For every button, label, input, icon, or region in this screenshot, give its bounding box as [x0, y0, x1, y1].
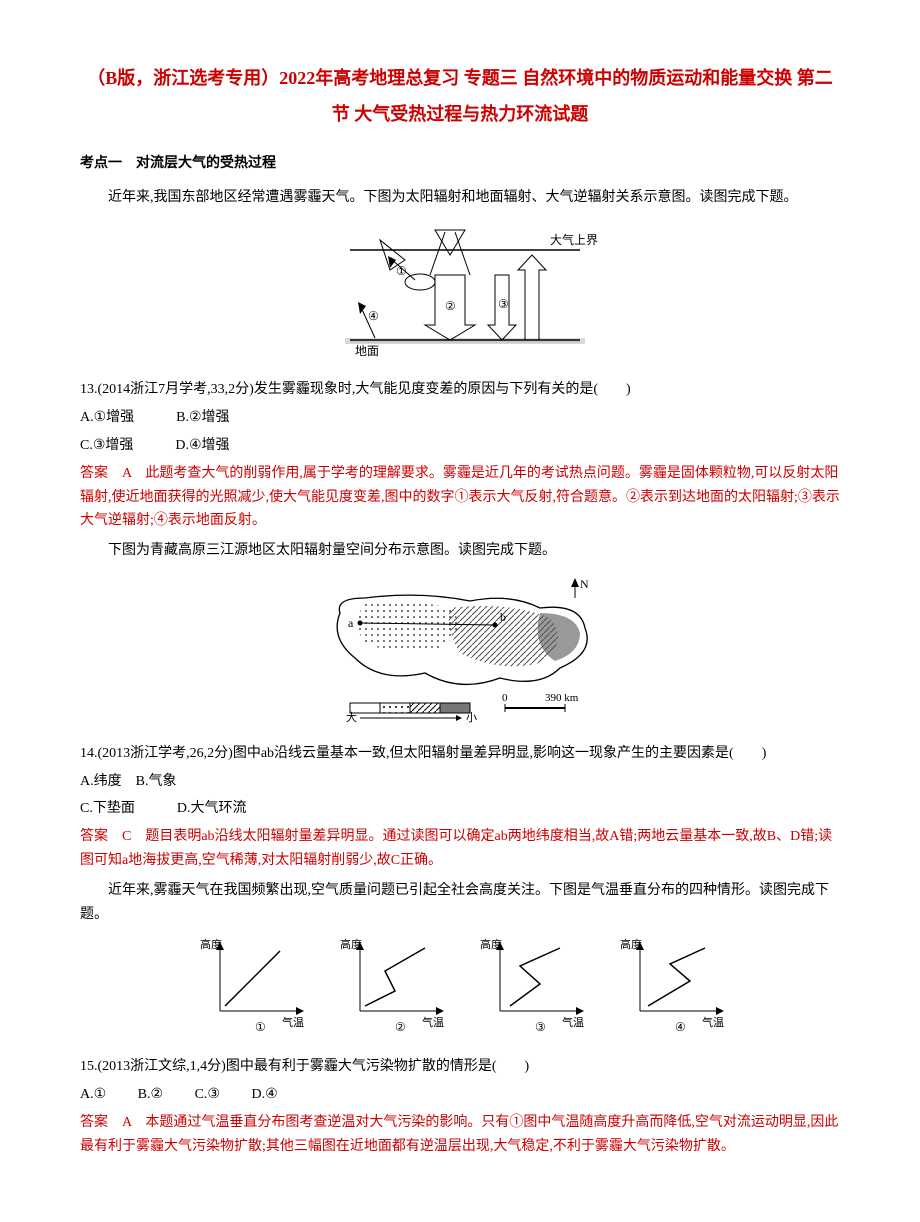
q13-optB: B.②增强 — [176, 410, 229, 425]
q13-answer: 答案 A 此题考查大气的削弱作用,属于学考的理解要求。雾霾是近几年的考试热点问题… — [80, 462, 840, 533]
q13-optC: C.③增强 — [80, 438, 133, 453]
fig2-scale0: 0 — [502, 692, 508, 704]
svg-text:高度: 高度 — [620, 937, 642, 951]
fig1-num1: ① — [396, 264, 407, 278]
figure-1-radiation: 大气上界 地面 ① ② ③ ④ — [80, 220, 840, 369]
fig1-num2: ② — [445, 299, 456, 313]
q13-optD: D.④增强 — [175, 438, 229, 453]
q15-optA: A.① — [80, 1087, 106, 1102]
svg-text:②: ② — [395, 1020, 406, 1034]
svg-text:高度: 高度 — [340, 937, 362, 951]
svg-text:高度: 高度 — [200, 937, 222, 951]
svg-text:气温: 气温 — [422, 1015, 444, 1029]
fig2-legend-da: 大 — [346, 710, 357, 723]
figure-2-map: a b N 大 小 0 390 km — [80, 573, 840, 732]
fig1-label-top: 大气上界 — [550, 232, 598, 247]
q14-optD: D.大气环流 — [177, 801, 247, 816]
q13-row1: A.①增强 B.②增强 — [80, 406, 840, 430]
intro-text-2: 下图为青藏高原三江源地区太阳辐射量空间分布示意图。读图完成下题。 — [80, 539, 840, 563]
svg-text:高度: 高度 — [480, 937, 502, 951]
q15-opts: A.① B.② C.③ D.④ — [80, 1083, 840, 1107]
fig2-scale1: 390 km — [545, 692, 579, 704]
q14-optA: A.纬度 — [80, 774, 122, 789]
svg-text:气温: 气温 — [282, 1015, 304, 1029]
intro-text-3: 近年来,雾霾天气在我国频繁出现,空气质量问题已引起全社会高度关注。下图是气温垂直… — [80, 879, 840, 927]
q15-optB: B.② — [138, 1087, 163, 1102]
q14-optC: C.下垫面 — [80, 801, 135, 816]
q13-stem: 13.(2014浙江7月学考,33,2分)发生雾霾现象时,大气能见度变差的原因与… — [80, 378, 840, 402]
svg-text:气温: 气温 — [562, 1015, 584, 1029]
fig1-num4: ④ — [368, 309, 379, 323]
fig2-legend-xiao: 小 — [466, 711, 477, 723]
intro-text-1: 近年来,我国东部地区经常遭遇雾霾天气。下图为太阳辐射和地面辐射、大气逆辐射关系示… — [80, 186, 840, 210]
svg-text:③: ③ — [535, 1020, 546, 1034]
q13-row2: C.③增强 D.④增强 — [80, 434, 840, 458]
q15-answer: 答案 A 本题通过气温垂直分布图考查逆温对大气污染的影响。只有①图中气温随高度升… — [80, 1111, 840, 1159]
fig2-b: b — [500, 610, 506, 624]
page-title: （B版，浙江选考专用）2022年高考地理总复习 专题三 自然环境中的物质运动和能… — [80, 60, 840, 132]
heading-kaodian-1: 考点一 对流层大气的受热过程 — [80, 152, 840, 176]
q15-optD: D.④ — [251, 1087, 277, 1102]
q15-optC: C.③ — [195, 1087, 220, 1102]
q14-row1: A.纬度 B.气象 — [80, 770, 840, 794]
figure-3-profiles: 高度 气温 ① 高度 气温 ② 高度 气温 ③ 高度 气温 ④ — [80, 936, 840, 1045]
q13-optA: A.①增强 — [80, 410, 134, 425]
fig1-num3: ③ — [498, 297, 509, 311]
fig2-a: a — [348, 616, 354, 630]
svg-text:①: ① — [255, 1020, 266, 1034]
svg-text:④: ④ — [675, 1020, 686, 1034]
q14-row2: C.下垫面 D.大气环流 — [80, 797, 840, 821]
fig1-label-ground: 地面 — [355, 344, 379, 358]
svg-text:气温: 气温 — [702, 1015, 724, 1029]
q14-optB: B.气象 — [136, 774, 177, 789]
q14-answer: 答案 C 题目表明ab沿线太阳辐射量差异明显。通过读图可以确定ab两地纬度相当,… — [80, 825, 840, 873]
q14-stem: 14.(2013浙江学考,26,2分)图中ab沿线云量基本一致,但太阳辐射量差异… — [80, 742, 840, 766]
q15-stem: 15.(2013浙江文综,1,4分)图中最有利于雾霾大气污染物扩散的情形是( ) — [80, 1055, 840, 1079]
fig2-north: N — [580, 577, 589, 591]
